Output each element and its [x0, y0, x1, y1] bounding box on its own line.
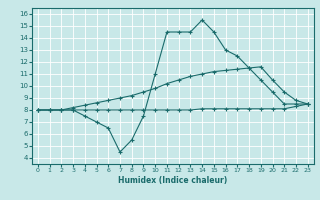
X-axis label: Humidex (Indice chaleur): Humidex (Indice chaleur): [118, 176, 228, 185]
